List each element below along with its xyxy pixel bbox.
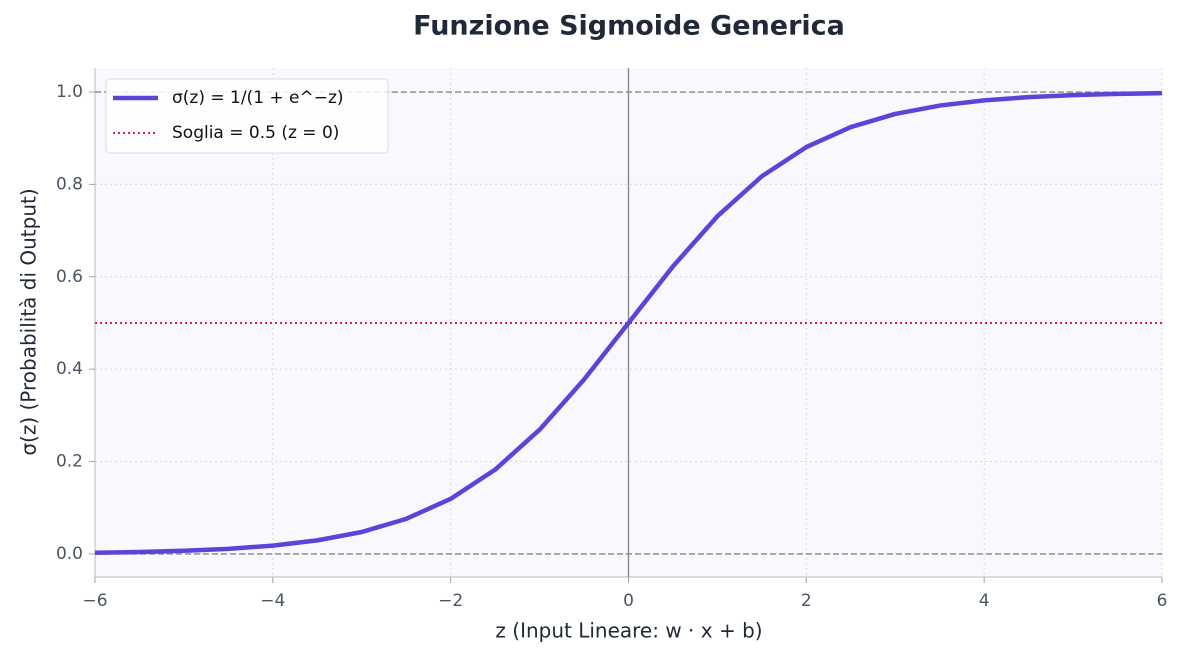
x-tick-label: 4	[979, 591, 990, 611]
y-tick-label: 0.2	[56, 452, 83, 472]
legend-box	[105, 78, 389, 154]
x-axis-label: z (Input Lineare: w · x + b)	[495, 619, 762, 643]
x-tick-label: −6	[82, 591, 107, 611]
x-tick-label: −4	[260, 591, 285, 611]
legend-label: σ(z) = 1/(1 + e^−z)	[172, 88, 344, 108]
x-tick-label: 6	[1157, 591, 1168, 611]
x-tick-label: −2	[438, 591, 463, 611]
y-tick-label: 0.6	[56, 267, 83, 287]
y-tick-label: 0.0	[56, 544, 83, 564]
y-tick-label: 0.4	[56, 359, 83, 379]
x-tick-label: 0	[623, 591, 634, 611]
legend-label: Soglia = 0.5 (z = 0)	[172, 123, 339, 143]
sigmoid-line	[94, 90, 1163, 556]
y-tick-label: 1.0	[56, 82, 83, 102]
y-axis-label: σ(z) (Probabilità di Output)	[17, 188, 41, 455]
y-tick-label: 0.8	[56, 174, 83, 194]
chart-title: Funzione Sigmoide Generica	[413, 11, 845, 42]
x-tick-label: 2	[801, 591, 812, 611]
